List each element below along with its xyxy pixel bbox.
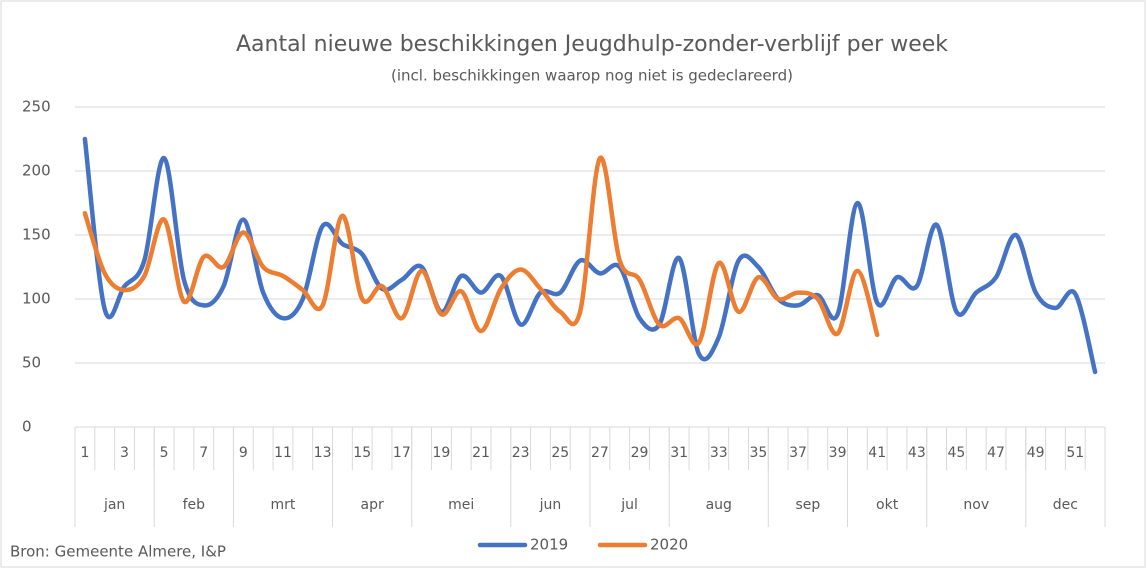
month-label: sep [795, 497, 820, 513]
legend-label: 2020 [650, 536, 688, 554]
y-tick-label: 50 [22, 354, 41, 372]
x-tick-label: 35 [749, 445, 767, 461]
x-tick-label: 5 [160, 445, 169, 461]
x-tick-label: 9 [239, 445, 248, 461]
month-label: okt [876, 497, 899, 513]
month-label: nov [963, 497, 989, 513]
x-tick-label: 31 [670, 445, 688, 461]
y-tick-label: 150 [22, 226, 51, 244]
x-tick-label: 43 [908, 445, 926, 461]
month-label: dec [1053, 497, 1078, 513]
month-label: jan [103, 497, 125, 513]
x-tick-label: 27 [591, 445, 609, 461]
x-tick-label: 23 [512, 445, 530, 461]
chart-subtitle: (incl. beschikkingen waarop nog niet is … [391, 67, 793, 85]
x-tick-label: 19 [433, 445, 451, 461]
x-tick-label: 21 [472, 445, 490, 461]
x-tick-label: 45 [948, 445, 966, 461]
y-tick-label: 250 [22, 98, 51, 116]
x-tick-label: 47 [987, 445, 1005, 461]
y-tick-label: 0 [22, 418, 32, 436]
x-tick-label: 51 [1066, 445, 1084, 461]
x-tick-label: 11 [274, 445, 292, 461]
y-tick-label: 100 [22, 290, 51, 308]
month-label: aug [706, 497, 732, 513]
x-tick-label: 33 [710, 445, 728, 461]
x-tick-label: 13 [314, 445, 332, 461]
x-tick-label: 37 [789, 445, 807, 461]
x-tick-label: 15 [353, 445, 371, 461]
month-label: apr [360, 497, 383, 513]
x-tick-label: 1 [80, 445, 89, 461]
month-label: jul [620, 497, 638, 513]
x-tick-label: 7 [199, 445, 208, 461]
source-note: Bron: Gemeente Almere, I&P [10, 543, 226, 561]
month-label: feb [183, 497, 206, 513]
month-label: mei [448, 497, 474, 513]
x-tick-label: 39 [829, 445, 847, 461]
x-tick-label: 17 [393, 445, 411, 461]
x-tick-label: 25 [551, 445, 569, 461]
x-tick-label: 49 [1027, 445, 1045, 461]
month-label: jun [539, 497, 562, 513]
month-label: mrt [271, 497, 296, 513]
series-line [82, 155, 880, 347]
x-tick-label: 3 [120, 445, 129, 461]
series-line [82, 136, 1098, 375]
legend-label: 2019 [530, 536, 568, 554]
y-tick-label: 200 [22, 162, 51, 180]
x-tick-label: 41 [868, 445, 886, 461]
x-tick-label: 29 [631, 445, 649, 461]
chart-title: Aantal nieuwe beschikkingen Jeugdhulp-zo… [236, 32, 948, 57]
